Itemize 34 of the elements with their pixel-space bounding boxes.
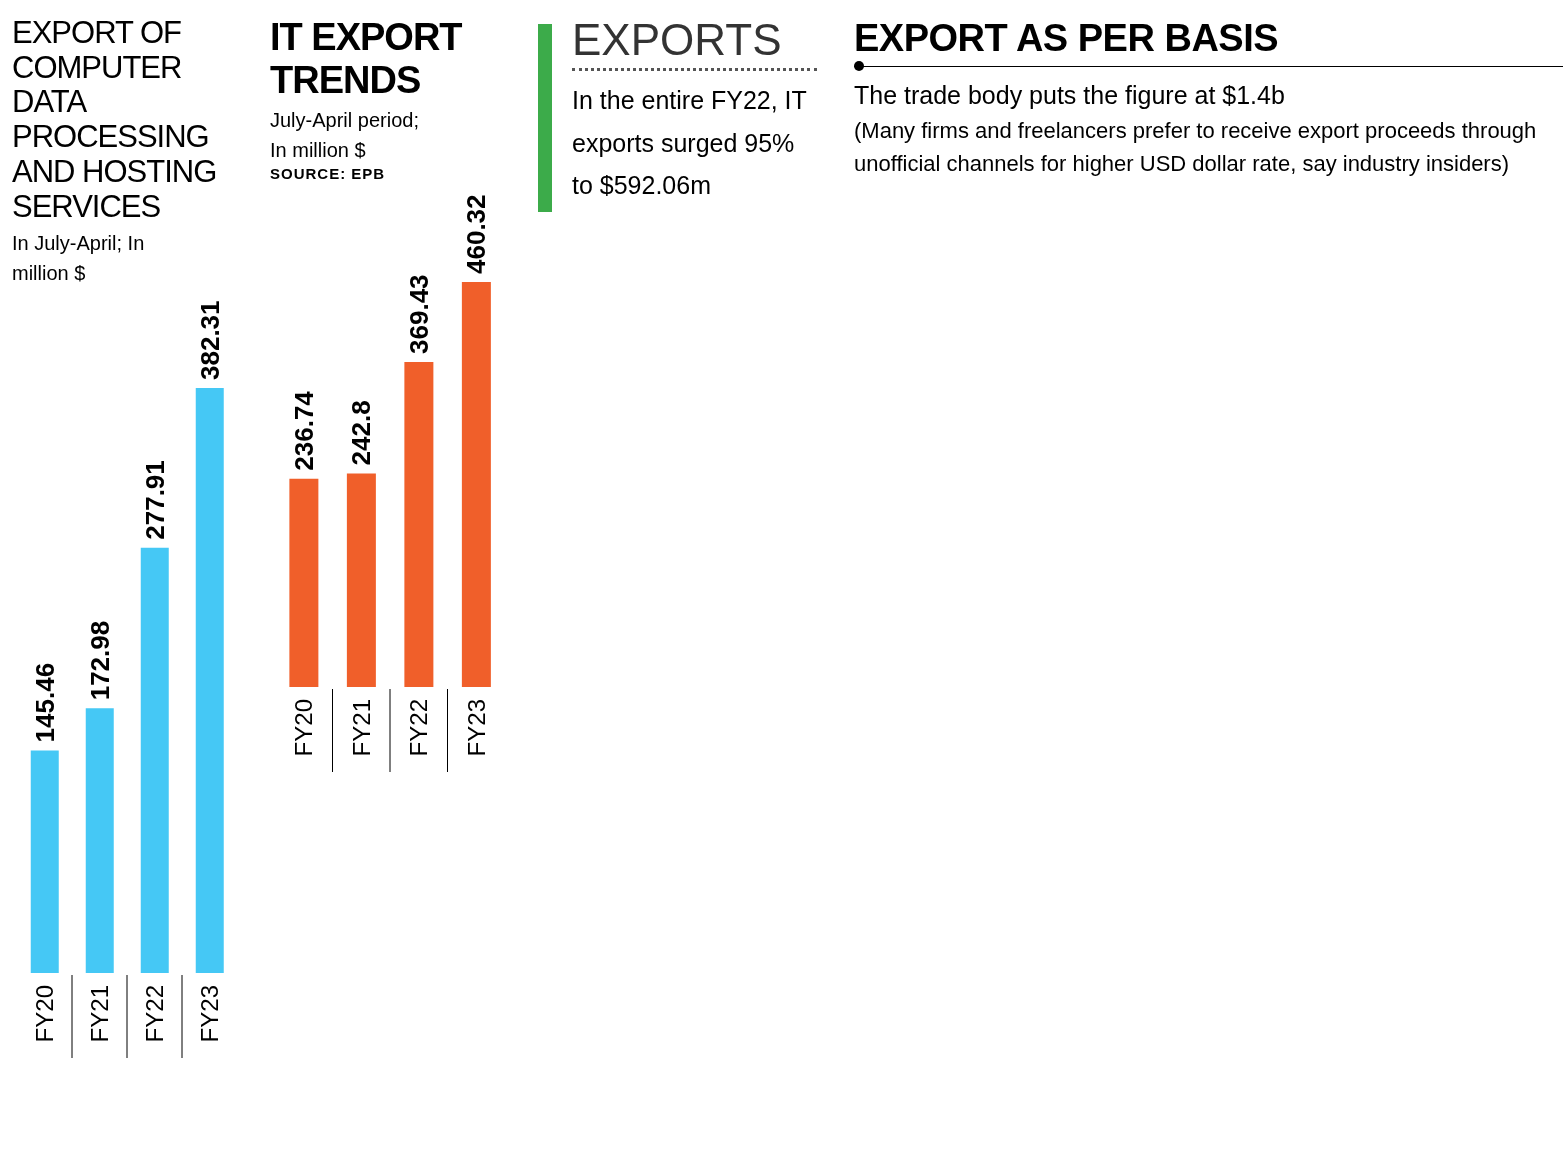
x-tick-label: FY20 bbox=[290, 699, 318, 757]
data-label: 145.46 bbox=[29, 663, 60, 743]
data-label: 172.98 bbox=[84, 621, 115, 701]
x-tick-label: FY23 bbox=[462, 699, 490, 757]
text: EXPORTS bbox=[572, 15, 783, 65]
text: The trade body puts the figure at $1.4b bbox=[854, 79, 1286, 111]
text: (Many firms and freelancers prefer to receive export proceeds through unofficial channels for higher USD dollar rate, say industry insiders) bbox=[854, 117, 1538, 179]
x-tick-label: FY21 bbox=[347, 699, 375, 757]
bar bbox=[140, 548, 169, 974]
x-tick-label: FY22 bbox=[141, 985, 168, 1043]
x-tick-label: FY22 bbox=[405, 699, 433, 757]
bar bbox=[195, 388, 224, 974]
text: In the entire FY22, IT exports surged 95% to $592.06m bbox=[572, 85, 808, 202]
data-label: 277.91 bbox=[139, 460, 170, 541]
bar bbox=[289, 478, 319, 688]
text: EXPORT AS PER BASIS bbox=[854, 16, 1280, 61]
data-label: 242.8 bbox=[346, 400, 377, 466]
x-tick-label: FY20 bbox=[31, 985, 58, 1043]
bar bbox=[30, 750, 59, 974]
data-label: 382.31 bbox=[194, 300, 225, 381]
source-note: SOURCE: EPB bbox=[270, 165, 387, 183]
data-label: 236.74 bbox=[288, 390, 319, 471]
data-label: 460.32 bbox=[461, 194, 492, 275]
x-tick-label: FY21 bbox=[86, 985, 113, 1043]
bar bbox=[461, 282, 491, 688]
chart-title: IT EXPORT TRENDS bbox=[270, 16, 463, 102]
chart-subtitle: July-April period; In million $ bbox=[270, 108, 420, 164]
data-label: 369.43 bbox=[403, 274, 434, 355]
bar bbox=[404, 362, 434, 688]
chart-title: EXPORT OF COMPUTER DATA PROCESSING AND HOSTING SERVICES bbox=[12, 15, 218, 225]
bar bbox=[85, 708, 114, 974]
bar bbox=[346, 473, 376, 688]
x-tick-label: FY23 bbox=[196, 985, 223, 1043]
chart-subtitle: In July-April; In million $ bbox=[12, 231, 146, 287]
